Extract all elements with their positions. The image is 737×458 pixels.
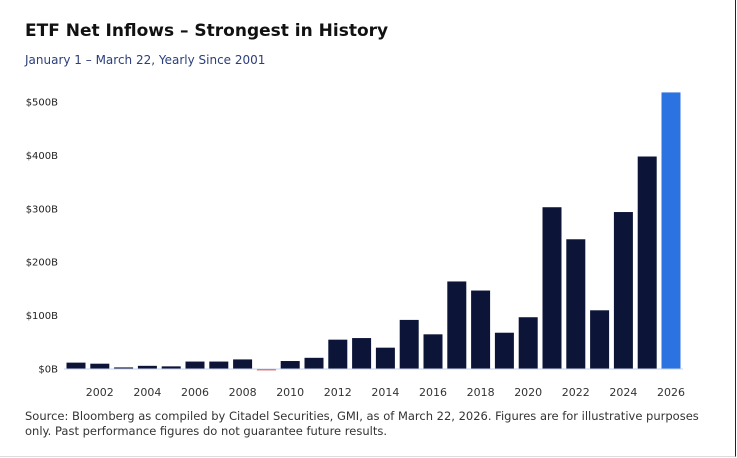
bar-2010	[280, 361, 300, 369]
source-note: Source: Bloomberg as compiled by Citadel…	[25, 409, 699, 438]
bar-2003	[114, 367, 134, 369]
x-tick-label: 2022	[562, 386, 590, 399]
y-tick-label: $100B	[26, 311, 58, 322]
x-tick-label: 2010	[276, 386, 304, 399]
bar-2008	[233, 359, 253, 369]
bar-2002	[90, 363, 110, 369]
y-tick-label: $0B	[38, 365, 58, 376]
chart-subtitle: January 1 – March 22, Yearly Since 2001	[25, 53, 266, 67]
x-tick-label: 2020	[514, 386, 542, 399]
x-tick-label: 2004	[133, 386, 161, 399]
y-tick-label: $200B	[26, 258, 58, 269]
bar-2015	[399, 319, 419, 369]
x-tick-label: 2006	[181, 386, 209, 399]
bar-2016	[423, 334, 443, 369]
bar-2007	[209, 361, 229, 369]
bar-2026	[661, 92, 681, 369]
bar-2018	[471, 290, 491, 369]
y-tick-label: $400B	[26, 151, 58, 162]
x-tick-label: 2026	[657, 386, 685, 399]
y-tick-label: $500B	[26, 98, 58, 109]
bar-2025	[637, 156, 657, 369]
bar-2024	[613, 212, 633, 369]
x-tick-label: 2002	[86, 386, 114, 399]
bar-2004	[137, 365, 157, 369]
y-tick-label: $300B	[26, 204, 58, 215]
x-tick-label: 2008	[229, 386, 257, 399]
bar-2021	[542, 207, 562, 369]
bar-2023	[590, 310, 610, 369]
bar-2017	[447, 281, 467, 369]
bar-2020	[518, 317, 538, 369]
x-tick-label: 2018	[467, 386, 495, 399]
x-tick-label: 2014	[371, 386, 399, 399]
bar-2006	[185, 361, 205, 369]
bar-2013	[352, 338, 372, 369]
x-tick-label: 2012	[324, 386, 352, 399]
x-tick-label: 2016	[419, 386, 447, 399]
bar-2005	[161, 366, 181, 369]
bar-2019	[494, 332, 514, 369]
bar-2012	[328, 339, 348, 369]
x-tick-label: 2024	[609, 386, 637, 399]
bar-2022	[566, 239, 586, 369]
bar-2011	[304, 357, 324, 369]
bar-2001	[66, 362, 86, 369]
chart-title: ETF Net Inflows – Strongest in History	[25, 21, 389, 41]
bar-2014	[375, 347, 395, 369]
